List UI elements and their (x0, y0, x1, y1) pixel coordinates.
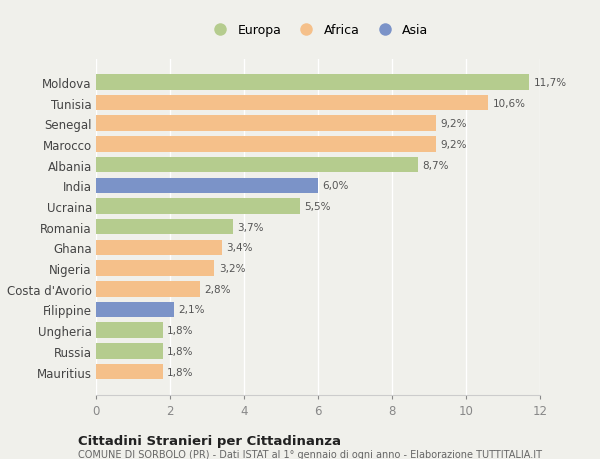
Text: 1,8%: 1,8% (167, 346, 194, 356)
Text: COMUNE DI SORBOLO (PR) - Dati ISTAT al 1° gennaio di ogni anno - Elaborazione TU: COMUNE DI SORBOLO (PR) - Dati ISTAT al 1… (78, 449, 542, 459)
Text: 1,8%: 1,8% (167, 325, 194, 336)
Bar (96, 302, 174, 318)
Bar (96, 157, 418, 173)
Text: 5,5%: 5,5% (304, 202, 331, 212)
Bar (96, 240, 222, 256)
Text: 2,8%: 2,8% (204, 284, 230, 294)
Text: 2,1%: 2,1% (178, 305, 205, 315)
Text: 6,0%: 6,0% (322, 181, 349, 191)
Text: 11,7%: 11,7% (533, 78, 566, 88)
Text: 10,6%: 10,6% (493, 98, 526, 108)
Text: 1,8%: 1,8% (167, 367, 194, 377)
Legend: Europa, Africa, Asia: Europa, Africa, Asia (203, 19, 433, 42)
Text: 3,7%: 3,7% (238, 222, 264, 232)
Text: 3,2%: 3,2% (219, 263, 245, 274)
Text: 9,2%: 9,2% (441, 140, 467, 150)
Bar (96, 281, 200, 297)
Bar (96, 75, 529, 90)
Bar (96, 219, 233, 235)
Bar (96, 323, 163, 338)
Bar (96, 261, 214, 276)
Bar (96, 343, 163, 359)
Text: Cittadini Stranieri per Cittadinanza: Cittadini Stranieri per Cittadinanza (78, 434, 341, 447)
Bar (96, 199, 299, 214)
Bar (96, 137, 436, 152)
Bar (96, 116, 436, 132)
Text: 3,4%: 3,4% (226, 243, 253, 253)
Bar (96, 364, 163, 380)
Bar (96, 178, 318, 194)
Text: 8,7%: 8,7% (422, 160, 449, 170)
Text: 9,2%: 9,2% (441, 119, 467, 129)
Bar (96, 95, 488, 111)
